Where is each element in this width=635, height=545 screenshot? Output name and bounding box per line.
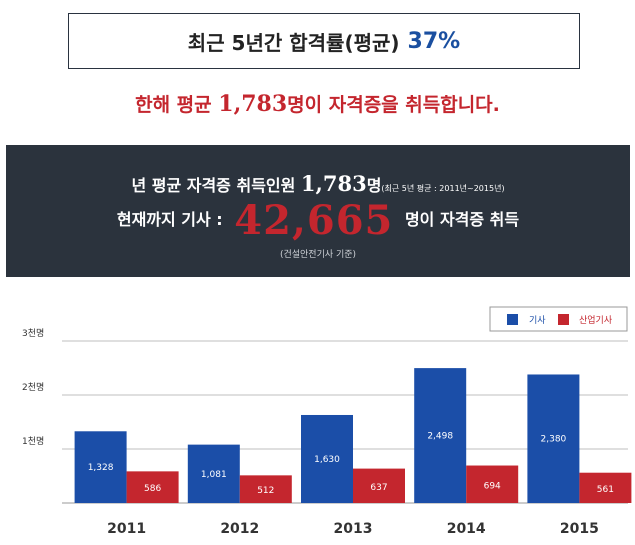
bar-saneop-2015	[579, 472, 632, 503]
legend-swatch	[507, 314, 518, 325]
data-label: 586	[144, 484, 161, 494]
y-tick-label: 3천명	[22, 328, 44, 339]
y-tick-label: 2천명	[22, 382, 44, 393]
legend-label: 산업기사	[579, 315, 613, 326]
panel-line2-number: 42,665	[234, 197, 394, 244]
data-label: 1,630	[314, 455, 340, 465]
headline-percent: 37%	[407, 28, 461, 54]
data-label: 1,081	[201, 470, 227, 480]
y-tick-label: 1천명	[22, 436, 44, 447]
bar-gisa-2015	[527, 374, 580, 503]
subline-before: 한해 평균	[135, 94, 219, 116]
headline-box: 최근 5년간 합격률(평균) 37%	[68, 13, 580, 69]
data-label: 2,498	[427, 432, 453, 442]
x-tick-label: 2014	[447, 521, 486, 537]
subline-number: 1,783	[218, 91, 288, 117]
legend-label: 기사	[529, 315, 546, 326]
data-label: 2,380	[541, 435, 567, 445]
panel-line1-note: (최근 5년 평균 : 2011년~2015년)	[381, 184, 505, 193]
bar-saneop-2013	[353, 468, 405, 503]
panel-line1-number: 1,783	[300, 171, 367, 196]
bar-saneop-2012	[239, 475, 292, 503]
bar-gisa-2012	[187, 444, 240, 503]
data-label: 512	[257, 486, 274, 496]
panel-line2-before: 현재까지 기사 :	[116, 210, 229, 229]
panel-line1: 년 평균 자격증 취득인원 1,783명(최근 5년 평균 : 2011년~20…	[6, 171, 630, 196]
bar-saneop-2011	[126, 471, 179, 503]
subline-after: 명이 자격증을 취득합니다.	[287, 94, 500, 116]
bar-gisa-2013	[301, 414, 353, 503]
x-tick-label: 2012	[220, 521, 259, 537]
headline-text: 최근 5년간 합격률(평균)	[187, 30, 400, 55]
panel-line1-unit: 명	[366, 176, 382, 195]
bar-gisa-2014	[414, 368, 467, 503]
bar-saneop-2014	[466, 465, 519, 503]
x-tick-label: 2013	[334, 521, 373, 537]
panel-line2: 현재까지 기사 : 42,665 명이 자격증 취득	[6, 197, 630, 244]
bar-chart: 1천명 2천명 3천명 1,328 586 2011 1,081 512 2012 1,630 63…	[22, 306, 632, 537]
panel-line1-before: 년 평균 자격증 취득인원	[131, 176, 301, 195]
panel-line2-after: 명이 자격증 취득	[399, 210, 520, 229]
data-label: 694	[484, 481, 501, 491]
data-label: 637	[370, 483, 387, 493]
data-label: 1,328	[88, 463, 114, 473]
panel-note: (건설안전기사 기준)	[279, 250, 357, 260]
x-tick-label: 2015	[560, 521, 599, 537]
legend-swatch	[558, 314, 569, 325]
x-tick-label: 2011	[107, 521, 146, 537]
summary-panel: 년 평균 자격증 취득인원 1,783명(최근 5년 평균 : 2011년~20…	[6, 145, 630, 277]
bar-gisa-2011	[74, 431, 127, 503]
data-label: 561	[597, 485, 614, 495]
subline: 한해 평균 1,783명이 자격증을 취득합니다.	[0, 90, 635, 117]
